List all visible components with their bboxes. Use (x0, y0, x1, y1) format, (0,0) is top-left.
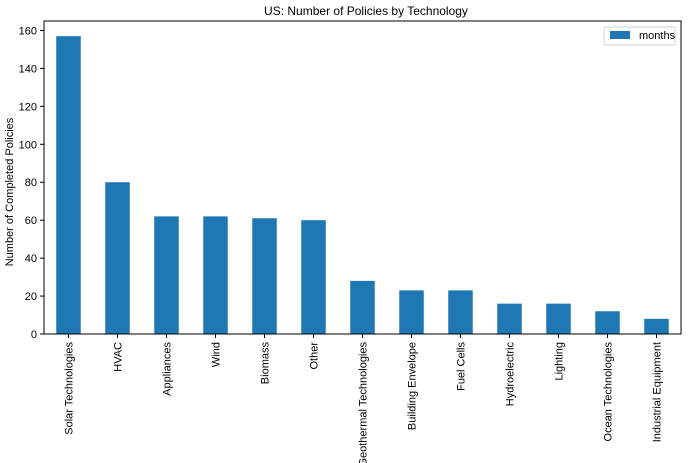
x-tick-label: HVAC (113, 342, 125, 372)
bar (203, 216, 228, 334)
x-tick-label: Other (309, 342, 321, 370)
y-tick-label: 160 (19, 25, 37, 37)
x-tick-label: Wind (211, 342, 223, 367)
x-tick-label: Building Envelope (407, 342, 419, 430)
bar (399, 290, 424, 334)
x-tick-label: Hydroelectric (505, 342, 517, 407)
legend-label: months (639, 30, 676, 42)
bar (595, 311, 620, 334)
bar (301, 220, 326, 334)
y-tick-label: 140 (19, 63, 37, 75)
y-tick-label: 0 (31, 329, 37, 341)
y-axis-label: Number of Completed Policies (4, 117, 16, 266)
y-tick-label: 20 (25, 291, 37, 303)
chart-title: US: Number of Policies by Technology (264, 4, 468, 18)
bar (252, 218, 277, 334)
y-tick-label: 80 (25, 177, 37, 189)
bar (644, 318, 669, 334)
x-tick-label: Biomass (260, 342, 272, 385)
y-tick-label: 120 (19, 101, 37, 113)
bar (448, 290, 473, 334)
bar (56, 36, 81, 335)
x-axis: Solar Technologies HVAC Appliances Wind Biom… (64, 334, 664, 463)
legend: months (603, 26, 676, 46)
legend-swatch (610, 31, 630, 39)
x-tick-label: Industrial Equipment (652, 342, 664, 442)
bars-group (56, 36, 669, 335)
y-axis: 0 20 40 60 80 100 120 140 160 (19, 25, 44, 341)
bar (546, 303, 571, 334)
bar (154, 216, 179, 334)
x-tick-label: Geothermal Technologies (358, 342, 370, 463)
x-tick-label: Appliances (162, 342, 174, 396)
x-tick-label: Lighting (554, 342, 566, 381)
x-tick-label: Fuel Cells (456, 342, 468, 391)
bar (105, 182, 130, 334)
bar (497, 303, 522, 334)
y-tick-label: 40 (25, 253, 37, 265)
plot-frame (43, 20, 682, 335)
x-tick-label: Solar Technologies (64, 342, 76, 435)
y-tick-label: 100 (19, 139, 37, 151)
y-tick-label: 60 (25, 215, 37, 227)
x-tick-label: Ocean Technologies (603, 342, 615, 442)
bar (350, 280, 375, 334)
